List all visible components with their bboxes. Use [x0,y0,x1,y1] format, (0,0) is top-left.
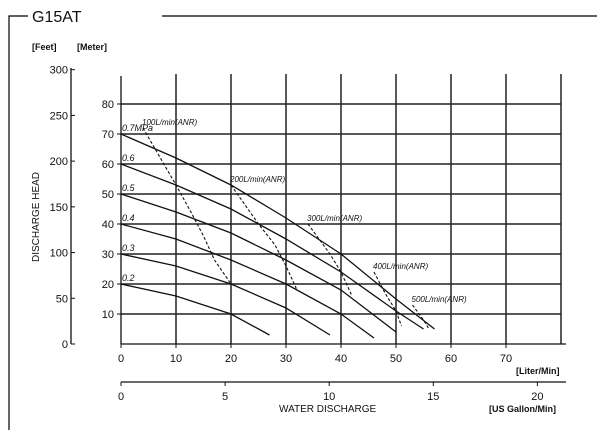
x2-tick-label-20: 20 [531,391,543,403]
y-tick-label-40: 40 [102,219,114,231]
y-unit-feet: [Feet] [32,42,57,52]
x2-tick-label-5: 5 [222,391,228,403]
x-tick-label-10: 10 [170,353,182,365]
y-tick-label-80: 80 [102,99,114,111]
x-axis-title: WATER DISCHARGE [279,404,377,415]
y2-tick-label-150: 150 [50,202,68,214]
pressure-curves: 0.7MPa 0.6 0.5 0.4 0.3 0.2 [121,123,435,338]
air-label-500l-min-anr: 500L/min(ANR) [412,295,467,304]
x-unit-liter: [Liter/Min] [516,366,560,376]
x2-tick-label-0: 0 [118,391,124,403]
x-tick-label-20: 20 [225,353,237,365]
y-tick-label-20: 20 [102,279,114,291]
x-tick-label-60: 60 [445,353,457,365]
y2-tick-label-300: 300 [50,65,68,77]
air-label-300l-min-anr: 300L/min(ANR) [307,214,362,223]
air-line-500l-min-anr [413,305,430,329]
y2-tick-label-200: 200 [50,156,68,168]
x-unit-gallon: [US Gallon/Min] [489,404,556,414]
air-label-400l-min-anr: 400L/min(ANR) [373,262,428,271]
x2-tick-label-10: 10 [323,391,335,403]
x2-tick-label-15: 15 [427,391,439,403]
chart-frame [9,16,597,430]
y-tick-label-30: 30 [102,249,114,261]
y-tick-label-50: 50 [102,189,114,201]
air-label-200l-min-anr: 200L/min(ANR) [229,175,285,184]
y2-tick-label-50: 50 [56,293,68,305]
y-unit-meter: [Meter] [77,42,107,52]
y-tick-label-70: 70 [102,129,114,141]
y2-tick-label-250: 250 [50,110,68,122]
x-tick-labels: 0 10 20 30 40 50 60 70 [118,344,512,365]
grid [121,74,561,344]
x-tick-label-30: 30 [280,353,292,365]
y2-tick-label-100: 100 [50,248,68,260]
chart-title: G15AT [32,9,82,26]
air-line-300l-min-anr [308,224,352,296]
curve-0-6 [121,164,424,329]
x-tick-label-40: 40 [335,353,347,365]
y2-tick-label-0: 0 [62,339,68,351]
curve-label-0-5: 0.5 [122,183,136,193]
curve-label-0-2: 0.2 [122,273,135,283]
y-axis-title: DISCHARGE HEAD [31,172,42,262]
curve-label-0-3: 0.3 [122,243,135,253]
x-tick-label-70: 70 [500,353,512,365]
y-tick-labels: 10 20 30 40 50 60 70 80 [102,99,121,321]
curve-0-3 [121,254,330,335]
x-tick-label-0: 0 [118,353,124,365]
curve-label-0-4: 0.4 [122,213,135,223]
y-tick-label-10: 10 [102,309,114,321]
curve-label-0-6: 0.6 [122,153,135,163]
y-tick-label-60: 60 [102,159,114,171]
curve-label-0-7mpa: 0.7MPa [122,123,153,133]
x-tick-label-50: 50 [390,353,402,365]
x2-tick-labels: 0 5 10 15 20 [118,382,544,403]
